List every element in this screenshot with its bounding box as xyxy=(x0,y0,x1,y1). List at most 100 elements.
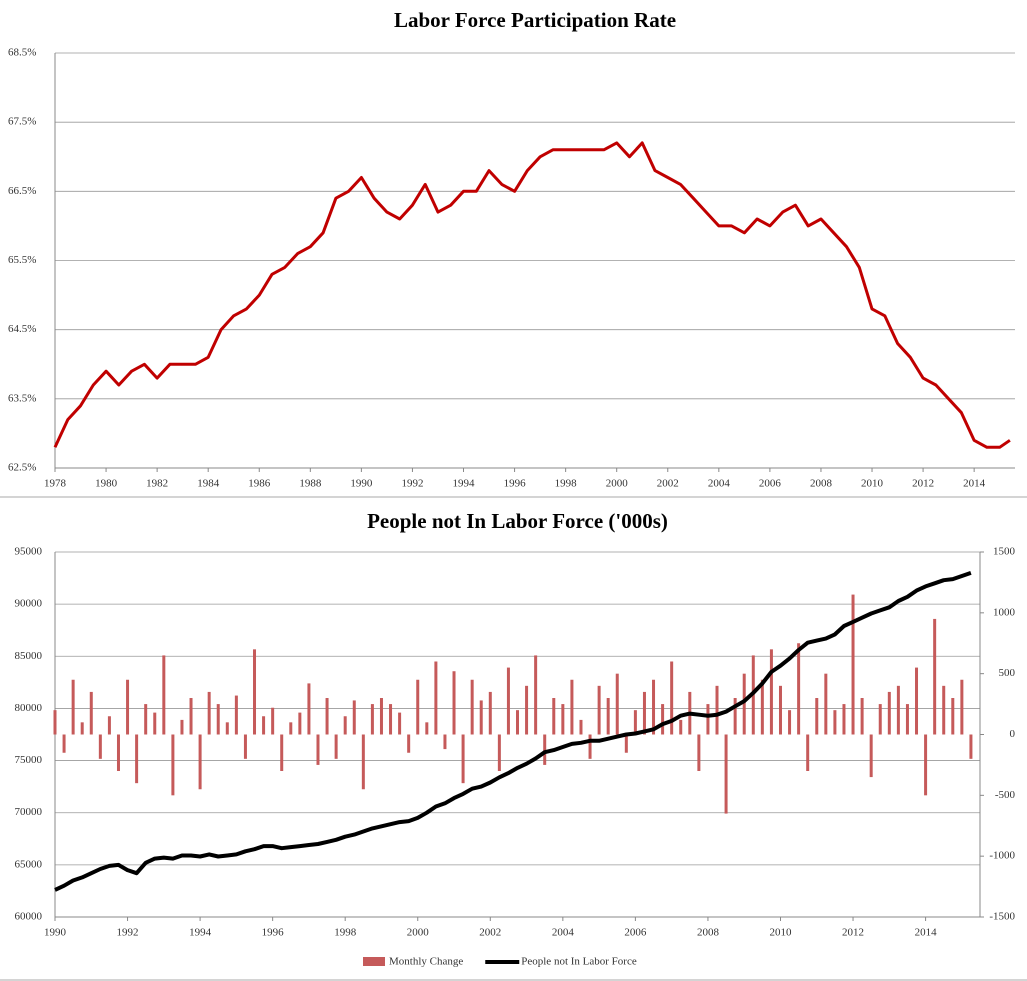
x-tick-label: 2004 xyxy=(552,927,575,939)
bar xyxy=(896,685,900,735)
chart-title: Labor Force Participation Rate xyxy=(394,8,676,32)
bar xyxy=(107,716,111,735)
x-tick-label: 1994 xyxy=(189,927,212,939)
bar xyxy=(570,679,574,735)
x-tick-label: 1990 xyxy=(350,478,373,490)
bar xyxy=(207,691,211,735)
y2-tick-label: -500 xyxy=(995,789,1016,801)
bar xyxy=(642,691,646,735)
bar xyxy=(71,679,75,735)
bar xyxy=(661,704,665,735)
bar xyxy=(679,719,683,735)
x-tick-label: 2000 xyxy=(407,927,430,939)
bar xyxy=(144,704,148,735)
x-tick-label: 2002 xyxy=(479,927,501,939)
bar xyxy=(316,734,320,765)
bar xyxy=(171,734,175,796)
bar xyxy=(416,679,420,735)
x-tick-label: 2008 xyxy=(810,478,833,490)
bar xyxy=(851,594,855,735)
y-tick-label: 62.5% xyxy=(8,462,36,474)
bar xyxy=(461,734,465,784)
bar xyxy=(869,734,873,778)
bar xyxy=(361,734,365,790)
y2-tick-label: 500 xyxy=(999,667,1016,679)
bar xyxy=(126,679,130,735)
bar xyxy=(552,698,556,735)
bar xyxy=(343,716,347,735)
y-tick-label: 70000 xyxy=(15,806,43,818)
x-tick-label: 1994 xyxy=(453,478,476,490)
bar xyxy=(289,722,293,735)
bar xyxy=(80,722,84,735)
bar xyxy=(53,710,57,735)
legend-label: Monthly Change xyxy=(389,956,463,968)
x-tick-label: 2002 xyxy=(657,478,679,490)
bar xyxy=(860,698,864,735)
bar xyxy=(615,673,619,735)
x-tick-label: 1984 xyxy=(197,478,220,490)
bar xyxy=(234,695,238,735)
x-tick-label: 2014 xyxy=(963,478,986,490)
x-tick-label: 1986 xyxy=(248,478,271,490)
bar xyxy=(334,734,338,759)
x-tick-label: 1998 xyxy=(555,478,578,490)
x-tick-label: 1998 xyxy=(334,927,357,939)
bar xyxy=(706,704,710,735)
bar xyxy=(543,734,547,765)
bar xyxy=(243,734,247,759)
bar xyxy=(516,710,519,735)
bar xyxy=(724,734,728,814)
x-tick-label: 1978 xyxy=(44,478,67,490)
bar xyxy=(969,734,973,759)
bar xyxy=(298,712,302,735)
bar xyxy=(652,679,656,735)
bar xyxy=(443,734,447,750)
bar xyxy=(62,734,66,753)
legend-swatch xyxy=(363,957,385,966)
bar xyxy=(198,734,202,790)
x-tick-label: 2006 xyxy=(624,927,647,939)
y2-tick-label: -1000 xyxy=(989,850,1015,862)
bar xyxy=(697,734,701,771)
bar xyxy=(425,722,429,735)
y-tick-label: 65000 xyxy=(15,858,43,870)
bar xyxy=(370,704,374,735)
bar xyxy=(89,691,93,735)
bar xyxy=(561,704,565,735)
bar xyxy=(606,698,610,735)
bar xyxy=(225,722,229,735)
x-tick-label: 1992 xyxy=(117,927,139,939)
bar xyxy=(479,700,483,735)
chart-title: People not In Labor Force ('000s) xyxy=(367,509,668,533)
bar xyxy=(253,649,257,735)
x-tick-label: 1980 xyxy=(95,478,118,490)
x-tick-label: 2004 xyxy=(708,478,731,490)
bar xyxy=(534,655,538,735)
bar xyxy=(933,618,937,735)
bar xyxy=(352,700,356,735)
x-tick-label: 1996 xyxy=(504,478,527,490)
bar xyxy=(271,707,275,735)
bar xyxy=(833,710,837,735)
bar xyxy=(824,673,828,735)
bar xyxy=(797,643,801,735)
bar xyxy=(216,704,220,735)
bar xyxy=(189,698,193,735)
y-tick-label: 67.5% xyxy=(8,116,36,128)
x-tick-label: 1996 xyxy=(262,927,285,939)
y-tick-label: 66.5% xyxy=(8,185,36,197)
bar xyxy=(788,710,792,735)
bar xyxy=(506,667,510,735)
bar xyxy=(624,734,628,753)
x-tick-label: 1982 xyxy=(146,478,168,490)
y-tick-label: 60000 xyxy=(15,911,43,923)
bar xyxy=(815,698,819,735)
x-tick-label: 2006 xyxy=(759,478,782,490)
x-tick-label: 1992 xyxy=(401,478,423,490)
bar xyxy=(905,704,909,735)
x-tick-label: 2014 xyxy=(915,927,938,939)
bar xyxy=(887,691,891,735)
